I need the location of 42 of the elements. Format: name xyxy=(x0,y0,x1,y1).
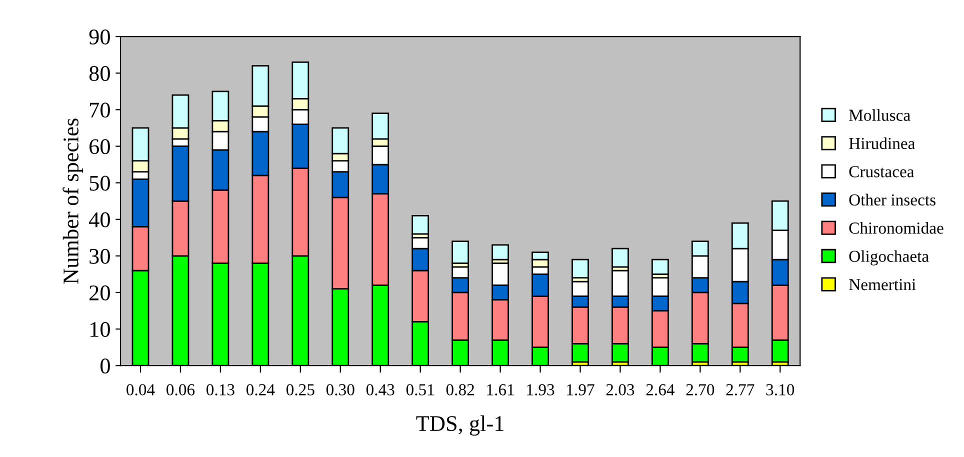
bar xyxy=(612,248,629,268)
x-tick-label: 0.43 xyxy=(366,384,394,396)
bar xyxy=(412,215,430,235)
y-tick-label: 50 xyxy=(90,176,110,191)
legend-label: Nemertini xyxy=(849,279,916,290)
x-tick-label: 1.97 xyxy=(567,384,594,396)
y-tick-label: 0 xyxy=(100,358,110,374)
y-tick-label: 70 xyxy=(90,102,110,118)
bar xyxy=(572,258,589,279)
y-tick-label: 20 xyxy=(90,285,110,300)
bar xyxy=(452,240,469,264)
legend-label: Oligochaeta xyxy=(849,250,929,266)
x-tick-label: 0.24 xyxy=(246,384,275,396)
y-axis-title: Number of species xyxy=(62,118,83,284)
x-tick-label: 2.77 xyxy=(726,384,754,396)
y-tick-label: 80 xyxy=(89,66,110,82)
x-tick-label: 0.13 xyxy=(206,384,234,396)
bar xyxy=(492,244,509,260)
x-tick-label: 2.70 xyxy=(686,384,714,396)
x-tick-label: 0.30 xyxy=(326,384,354,396)
y-tick-label: 40 xyxy=(88,212,110,228)
x-tick-label: 0.06 xyxy=(166,384,195,396)
legend-label: Chironomidae xyxy=(849,222,944,234)
x-tick-label: 0.82 xyxy=(446,384,474,396)
y-tick-label: 10 xyxy=(90,322,110,337)
x-tick-label: 0.25 xyxy=(286,384,314,396)
y-tick-label: 60 xyxy=(90,139,110,154)
x-axis-title: TDS, gl-1 xyxy=(416,415,504,436)
x-tick-label: 1.93 xyxy=(527,384,554,396)
legend-label: Crustacea xyxy=(849,166,914,178)
x-tick-label: 2.03 xyxy=(606,384,634,396)
bar xyxy=(652,258,669,275)
legend-label: Hirudinea xyxy=(849,137,915,150)
x-tick-label: 0.51 xyxy=(406,384,434,396)
y-tick-label: 90 xyxy=(89,29,110,44)
y-tick-label: 30 xyxy=(90,248,110,264)
legend-label: Other insects xyxy=(849,194,936,206)
x-tick-label: 1.61 xyxy=(487,384,514,396)
legend-label: Mollusca xyxy=(849,109,910,121)
x-tick-label: 3.10 xyxy=(766,384,794,396)
x-tick-label: 2.64 xyxy=(646,384,675,396)
x-tick-label: 0.04 xyxy=(126,384,155,396)
